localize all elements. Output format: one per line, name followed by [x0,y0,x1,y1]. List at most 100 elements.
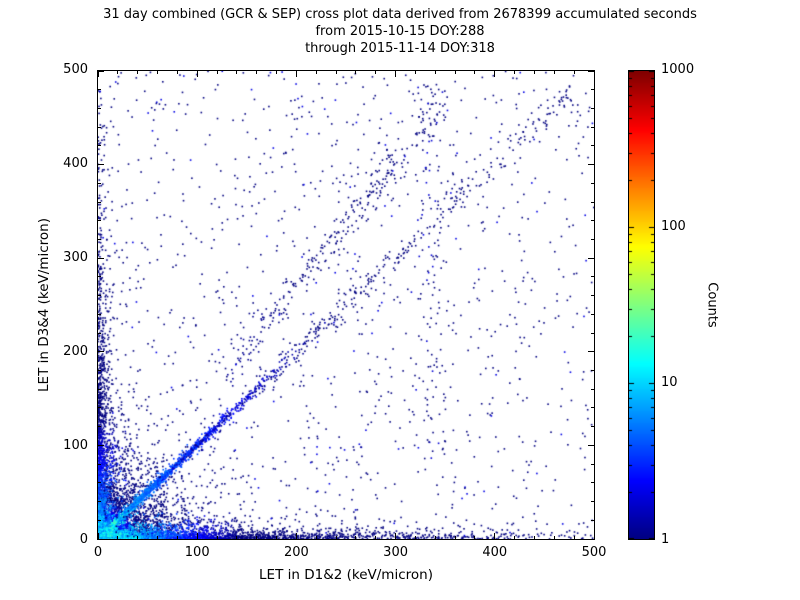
axis-tick [98,538,104,540]
y-axis-tick-labels: 0 100 200 300 400 500 [52,62,92,547]
x-tick-label: 100 [184,545,210,560]
axis-tick [98,201,101,203]
axis-tick [355,536,357,539]
axis-tick [395,71,397,77]
x-tick-label: 300 [383,545,409,560]
plot-area [97,70,595,540]
axis-tick [98,164,104,166]
axis-tick [588,70,594,72]
axis-tick [98,126,101,128]
axis-tick [98,482,101,484]
axis-tick [97,533,99,539]
axis-tick [98,388,101,390]
axis-tick [588,351,594,353]
colorbar-tick-labels: 1 10 100 1000 [661,62,705,547]
axis-tick [434,536,436,539]
y-tick-label: 100 [63,438,88,453]
axis-tick [98,70,104,72]
axis-tick [553,71,555,74]
axis-tick [591,145,594,147]
axis-tick [591,126,594,128]
axis-tick [474,536,476,539]
colorbar-label: Counts [704,282,720,328]
axis-tick [591,313,594,315]
axis-tick [588,444,594,446]
axis-tick [98,220,101,222]
y-tick-label: 400 [63,156,88,171]
axis-tick [591,519,594,521]
axis-tick [591,501,594,503]
axis-tick [591,201,594,203]
axis-tick [591,463,594,465]
axis-tick [573,536,575,539]
axis-tick [98,444,104,446]
axis-tick [98,501,101,503]
y-tick-label: 0 [79,532,88,547]
axis-tick [588,257,594,259]
axis-tick [98,145,101,147]
axis-tick [98,257,104,259]
axis-tick [256,536,258,539]
axis-tick [216,71,218,74]
axis-tick [591,407,594,409]
axis-tick [176,536,178,539]
axis-tick [256,71,258,74]
axis-tick [335,536,337,539]
x-axis-label: LET in D1&2 (keV/micron) [259,567,433,583]
axis-tick [591,276,594,278]
axis-tick [494,533,496,539]
x-axis-tick-labels: 0 100 200 300 400 500 [94,545,607,561]
x-tick-label: 200 [283,545,309,560]
axis-tick [593,533,595,539]
chart-title: 31 day combined (GCR & SEP) cross plot d… [0,6,800,57]
chart-title-line3: through 2015-11-14 DOY:318 [305,41,495,56]
axis-tick [414,71,416,74]
axis-tick [355,71,357,74]
axis-tick [573,71,575,74]
axis-tick [157,71,159,74]
colorbar-tick-label: 100 [661,218,686,234]
axis-tick [593,71,595,77]
axis-tick [591,89,594,91]
axis-tick [137,536,139,539]
axis-tick [494,71,496,77]
axis-tick [514,536,516,539]
axis-tick [97,71,99,77]
axis-tick [591,332,594,334]
axis-tick [117,536,119,539]
axis-tick [454,71,456,74]
axis-tick [98,89,101,91]
axis-tick [196,533,198,539]
axis-tick [98,426,101,428]
axis-tick [533,536,535,539]
chart-title-line2: from 2015-10-15 DOY:288 [315,24,485,39]
axis-tick [514,71,516,74]
axis-tick [375,536,377,539]
axis-tick [137,71,139,74]
axis-tick [276,71,278,74]
axis-tick [236,536,238,539]
axis-tick [98,313,101,315]
axis-tick [98,370,101,372]
axis-tick [315,71,317,74]
axis-tick [315,536,317,539]
axis-tick [295,71,297,77]
axis-tick [588,164,594,166]
axis-tick [98,519,101,521]
axis-tick [591,107,594,109]
axis-tick [533,71,535,74]
axis-tick [236,71,238,74]
axis-tick [98,182,101,184]
scatter-density-canvas [98,71,594,539]
axis-tick [176,71,178,74]
y-tick-label: 500 [63,62,88,77]
x-tick-label: 400 [482,545,508,560]
axis-tick [434,71,436,74]
x-tick-label: 500 [581,545,607,560]
axis-tick [335,71,337,74]
axis-tick [474,71,476,74]
chart-title-line1: 31 day combined (GCR & SEP) cross plot d… [103,7,697,22]
colorbar [628,70,655,540]
axis-tick [98,351,104,353]
